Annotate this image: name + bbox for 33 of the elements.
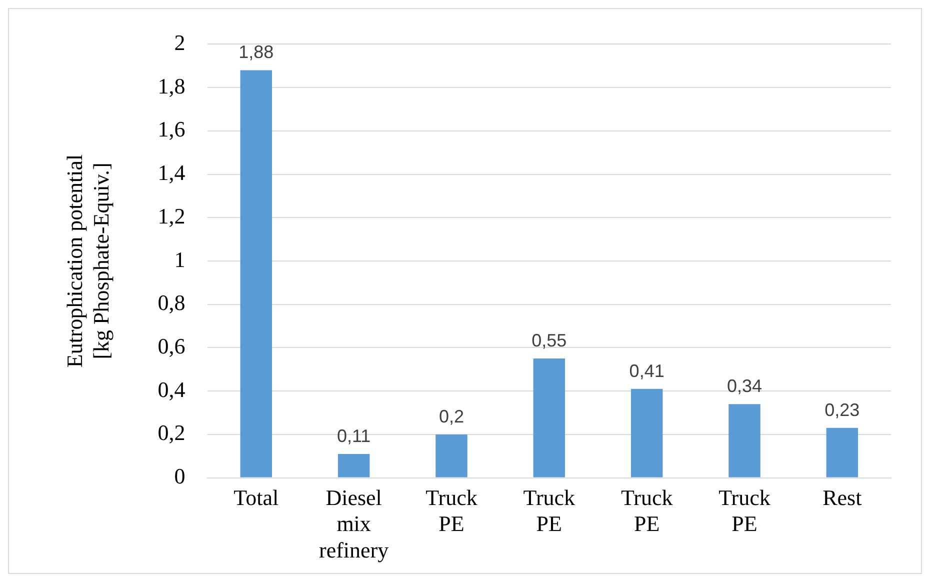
bar (240, 70, 272, 478)
y-tick-label: 1 (174, 246, 186, 272)
bar (533, 358, 566, 478)
bar (826, 428, 858, 478)
y-tick-label: 0,8 (158, 290, 186, 316)
y-tick-label: 0,6 (158, 334, 186, 358)
x-tick-label: Diesel mix refinery (318, 484, 389, 563)
data-label: 0,41 (629, 360, 664, 381)
data-label: 0,55 (532, 330, 567, 351)
y-axis-title: Eutrophication potential [kg Phosphate-Equiv.] (62, 154, 114, 368)
data-label: 0,2 (438, 406, 464, 426)
x-tick-label: Rest (822, 484, 862, 510)
y-tick-label: 1,2 (158, 203, 186, 228)
y-tick-label: 1,8 (158, 73, 186, 98)
x-tick-label: Truck PE (523, 484, 576, 536)
bar (436, 434, 468, 478)
x-tick-label: Truck PE (620, 484, 673, 536)
data-label: 0,11 (336, 426, 371, 446)
bar (630, 388, 663, 478)
bar (728, 404, 760, 478)
x-tick-label: Truck PE (426, 484, 478, 536)
y-tick-label: 0,2 (158, 420, 186, 446)
y-tick-label: 0 (174, 464, 186, 489)
bar (338, 454, 370, 478)
data-label: 0,23 (824, 400, 860, 420)
data-label: 1,88 (238, 42, 274, 62)
y-tick-label: 1,6 (158, 116, 186, 142)
x-tick-label: Total (234, 484, 279, 510)
data-label: 0,34 (726, 376, 762, 396)
y-tick-label: 1,4 (158, 160, 186, 186)
x-tick-label: Truck PE (718, 484, 770, 536)
y-tick-label: 2 (174, 30, 186, 55)
y-tick-label: 0,4 (158, 376, 186, 402)
